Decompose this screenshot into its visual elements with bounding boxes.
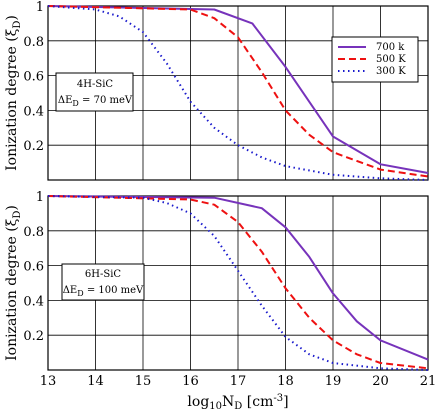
y-tick-label-top-0: 1 xyxy=(36,0,44,15)
y-tick-label-top-1: 0.8 xyxy=(23,35,44,50)
y-tick-label-bottom-3: 0.4 xyxy=(23,294,44,309)
annotation-top-line1: 4H-SiC xyxy=(77,79,114,90)
legend-label-500k: 500 K xyxy=(376,54,406,65)
series-line-bottom-1 xyxy=(47,195,429,370)
legend-label-700k: 700 k xyxy=(376,42,405,53)
x-tick-label-0: 13 xyxy=(40,374,57,389)
y-tick-label-top-3: 0.4 xyxy=(23,104,44,119)
x-tick-label-3: 16 xyxy=(182,374,199,389)
legend-label-300k: 300 K xyxy=(376,66,406,77)
series-line-top-0 xyxy=(47,5,429,174)
series-line-top-1 xyxy=(47,5,429,178)
x-tick-label-4: 17 xyxy=(230,374,247,389)
annotation-bottom: 6H-SiC ΔED = 100 meV xyxy=(61,263,145,301)
y-tick-label-bottom-2: 0.6 xyxy=(23,260,44,275)
y-tick-label-top-2: 0.6 xyxy=(23,70,44,85)
y-axis-label-bottom: Ionization degree (ξD) xyxy=(4,205,23,361)
x-axis-label: log10ND [cm-3] xyxy=(187,393,288,411)
y-axis-label-top: Ionization degree (ξD) xyxy=(4,15,23,171)
annotation-bottom-line1: 6H-SiC xyxy=(85,269,122,280)
legend: 700 k 500 K 300 K xyxy=(331,36,419,83)
x-tick-label-7: 20 xyxy=(372,374,389,389)
series-line-bottom-2 xyxy=(47,195,429,371)
x-tick-label-8: 21 xyxy=(420,374,437,389)
x-tick-label-6: 19 xyxy=(325,374,342,389)
y-tick-label-bottom-4: 0.2 xyxy=(23,329,44,344)
series-line-bottom-0 xyxy=(47,195,429,361)
y-tick-label-bottom-0: 1 xyxy=(36,190,44,205)
bottom-panel: 1 0.8 0.6 0.4 0.2 13 14 15 16 17 18 19 20 21 xyxy=(23,190,436,389)
annotation-bottom-line2: ΔED = 100 meV xyxy=(63,285,144,298)
annotation-top-line2: ΔED = 70 meV xyxy=(58,95,133,108)
x-tick-label-2: 15 xyxy=(135,374,152,389)
y-tick-label-top-4: 0.2 xyxy=(23,139,44,154)
x-tick-label-5: 18 xyxy=(277,374,294,389)
series-line-top-2 xyxy=(47,5,429,181)
annotation-top: 4H-SiC ΔED = 70 meV xyxy=(55,72,134,112)
frame-bottom xyxy=(47,195,429,371)
frame-top xyxy=(47,5,429,181)
y-tick-label-bottom-1: 0.8 xyxy=(23,225,44,240)
x-tick-label-1: 14 xyxy=(87,374,104,389)
